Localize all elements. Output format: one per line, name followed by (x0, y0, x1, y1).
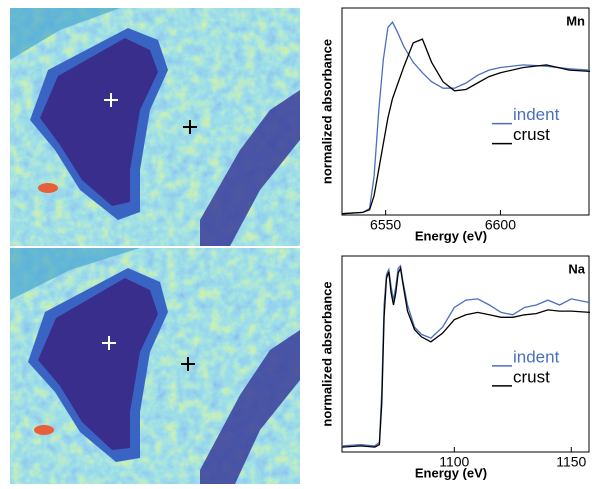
legend-label: indent (513, 347, 560, 366)
series-line (341, 264, 591, 447)
marker-indent (102, 336, 116, 350)
legend-label: indent (513, 105, 560, 124)
series-line (341, 38, 591, 215)
legend-label: crust (513, 125, 550, 144)
plot-frame (341, 255, 590, 453)
marker-crust (183, 120, 197, 134)
map-top (10, 8, 300, 246)
x-axis-label: Energy (eV) (415, 465, 487, 480)
hot-spot (34, 425, 54, 435)
panel-label: Na (568, 261, 585, 276)
map-corner (10, 248, 140, 300)
marker-crust (181, 357, 195, 371)
dark-band (200, 330, 300, 484)
series-line (341, 21, 591, 215)
plot-frame (341, 7, 590, 216)
y-axis-label: normalized absorbance (319, 281, 334, 426)
indent-region (40, 38, 158, 206)
x-tick-label: 1100 (439, 454, 469, 470)
x-tick-label: 1150 (556, 454, 586, 470)
hot-spot (38, 183, 58, 193)
x-tick-label: 6600 (485, 217, 516, 233)
marker-indent (104, 93, 118, 107)
indent-region (38, 278, 158, 450)
dark-band (200, 90, 300, 246)
legend-label: crust (513, 367, 550, 386)
x-tick-label: 6550 (370, 217, 401, 233)
map-corner (10, 8, 120, 60)
series-line (341, 266, 591, 448)
panel-label: Mn (566, 13, 585, 28)
x-axis-label: Energy (eV) (415, 228, 487, 243)
y-axis-label: normalized absorbance (319, 39, 334, 184)
map-bottom (10, 248, 300, 484)
